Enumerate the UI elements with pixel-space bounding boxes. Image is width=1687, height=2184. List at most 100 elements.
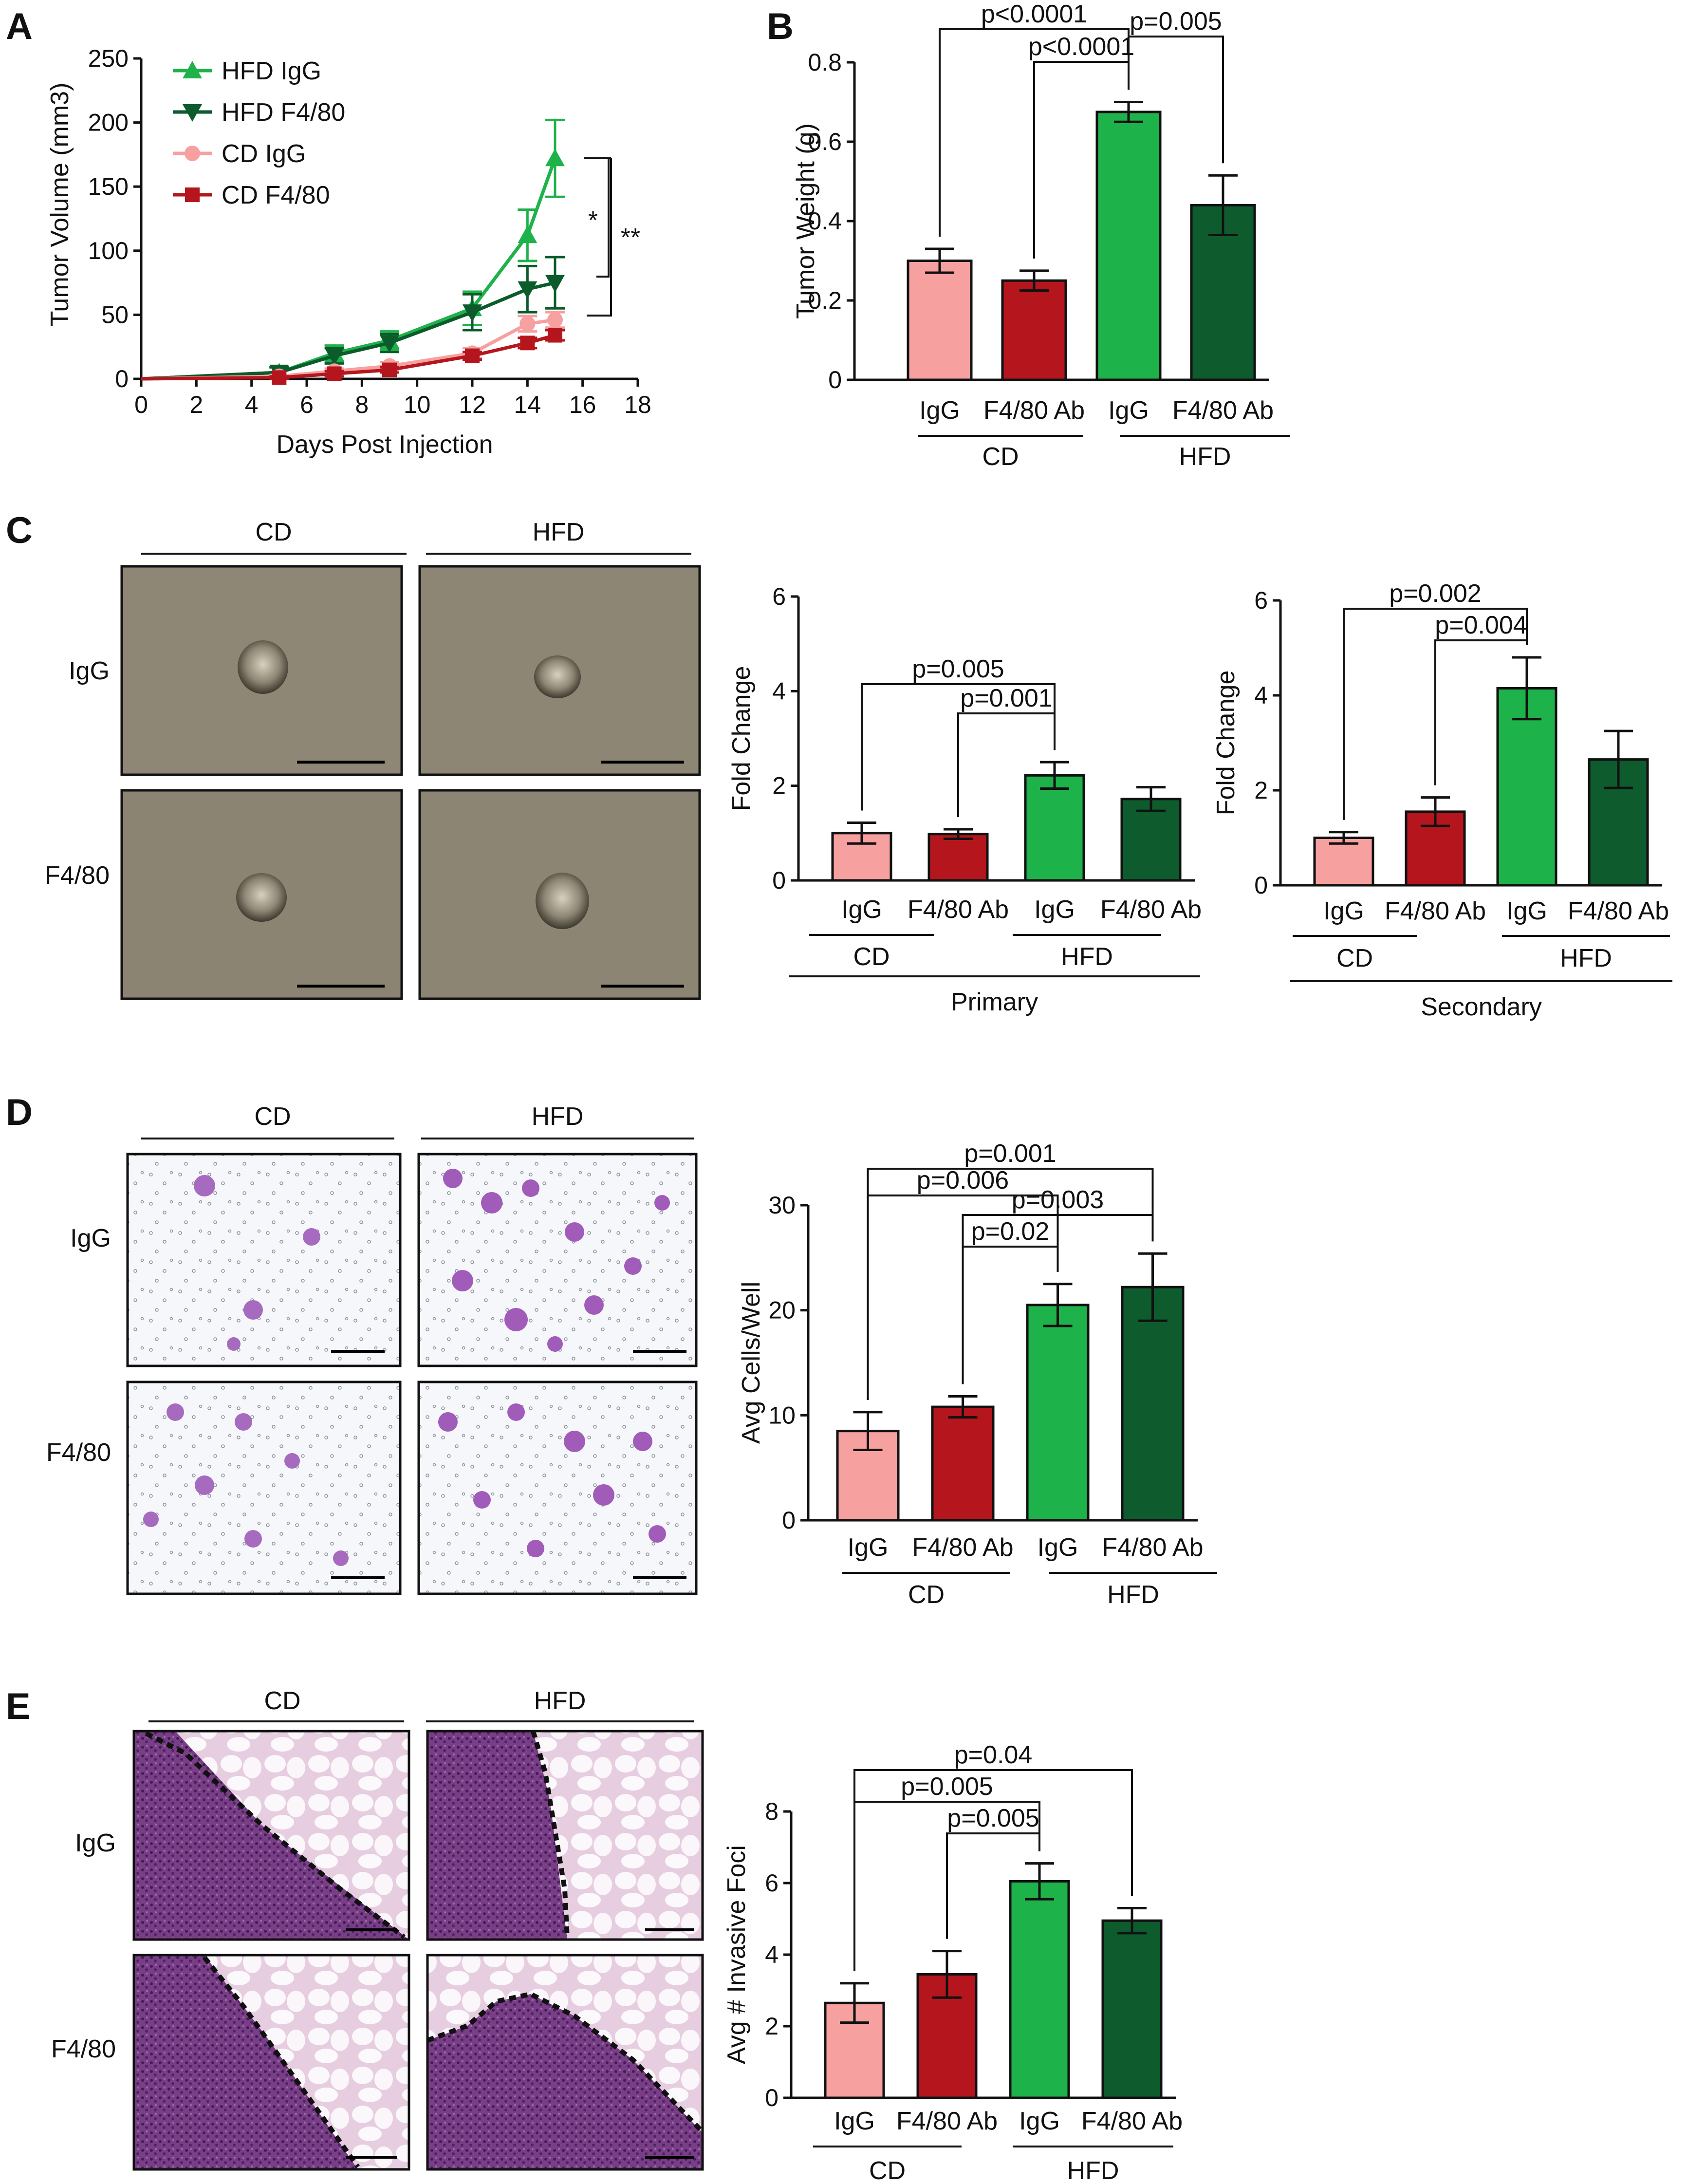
p-value-label: p=0.004 xyxy=(1435,611,1527,639)
marker-circle xyxy=(519,316,536,332)
p-value-label: p=0.006 xyxy=(917,1166,1009,1195)
column-header-hfd: HFD xyxy=(533,518,585,546)
spheroid xyxy=(534,655,581,698)
panel-c-micrographs: CD HFD IgG F4/80 xyxy=(45,518,701,1000)
significance-bracket xyxy=(1434,639,1528,785)
significance-bracket xyxy=(867,1168,1154,1400)
bar xyxy=(1121,1286,1185,1522)
bar xyxy=(1026,1304,1090,1522)
column-header-cd: CD xyxy=(264,1687,300,1715)
p-value-label: p=0.005 xyxy=(912,655,1004,683)
bar xyxy=(927,833,989,882)
legend-label: CD IgG xyxy=(222,140,306,168)
category-label: IgG xyxy=(1038,1533,1078,1562)
micrograph-cd-igg xyxy=(126,1153,402,1367)
marker-circle xyxy=(185,146,200,161)
y-tick-label: 4 xyxy=(772,677,786,705)
y-tick-label: 0.6 xyxy=(808,128,842,155)
spheroid xyxy=(236,873,287,922)
significance-bracket xyxy=(946,1832,1040,1939)
marker-square xyxy=(272,370,287,385)
marker-triangle-down xyxy=(324,348,344,366)
group-label: HFD xyxy=(1067,2157,1119,2184)
y-tick-label: 0.8 xyxy=(808,49,842,76)
p-value-label: p=0.003 xyxy=(1012,1186,1104,1214)
group-label: CD xyxy=(1336,944,1373,972)
y-tick-label: 200 xyxy=(88,109,129,136)
series-line xyxy=(141,158,557,381)
marker-triangle-down xyxy=(183,104,202,122)
bar xyxy=(1496,687,1557,887)
group-label: HFD xyxy=(1107,1581,1159,1609)
panel-d-micrographs: CD HFD IgG F4/80 xyxy=(46,1102,698,1595)
y-tick-label: 0 xyxy=(115,365,129,392)
legend-label: CD F4/80 xyxy=(222,181,330,209)
migrated-cells xyxy=(194,1175,320,1351)
category-label: IgG xyxy=(1019,2107,1060,2135)
marker-triangle-down xyxy=(463,304,482,322)
significance-bracket xyxy=(587,158,612,317)
row-label-f480: F4/80 xyxy=(46,1438,111,1467)
y-tick-label: 10 xyxy=(768,1401,796,1429)
x-tick-label: 18 xyxy=(624,391,651,418)
y-tick-label: 0.4 xyxy=(808,207,842,235)
category-label: F4/80 Ab xyxy=(1172,396,1274,425)
category-label: F4/80 Ab xyxy=(983,396,1085,425)
category-label: IgG xyxy=(1034,896,1075,924)
p-value-label: p=0.001 xyxy=(960,684,1052,712)
category-label: IgG xyxy=(848,1533,889,1562)
marker-square xyxy=(548,328,562,343)
category-label: IgG xyxy=(1506,897,1547,925)
y-axis-label: Tumor Weight (g) xyxy=(792,123,820,319)
bar xyxy=(931,1405,995,1522)
y-tick-label: 150 xyxy=(88,173,129,200)
significance-label: * xyxy=(588,206,598,235)
y-tick-label: 0 xyxy=(1254,872,1268,899)
x-axis-label: Secondary xyxy=(1421,993,1542,1021)
secondary-fold-change-bar-chart: 0 2 4 6 Fold Change IgG F4/80 Ab IgG F4/80 Ab CD H… xyxy=(1212,579,1672,1021)
micrograph-hfd-igg xyxy=(426,1730,704,1941)
x-tick-label: 2 xyxy=(189,391,203,418)
row-label-igg: IgG xyxy=(75,1829,116,1857)
p-value-label: p<0.0001 xyxy=(981,0,1087,28)
p-value-label: p=0.02 xyxy=(971,1217,1050,1246)
y-tick-label: 6 xyxy=(765,1869,779,1897)
group-label: CD xyxy=(908,1581,945,1609)
series-line xyxy=(141,281,556,381)
category-label: F4/80 Ab xyxy=(1568,897,1669,925)
y-axis-label: Fold Change xyxy=(1212,671,1240,816)
y-tick-label: 4 xyxy=(765,1941,779,1968)
legend-label: HFD F4/80 xyxy=(222,98,345,127)
row-label-f480: F4/80 xyxy=(51,2035,116,2063)
marker-square xyxy=(520,336,535,351)
marker-triangle-up xyxy=(183,61,202,78)
y-tick-label: 20 xyxy=(768,1297,796,1324)
spheroid xyxy=(238,640,288,694)
row-label-igg: IgG xyxy=(70,1224,111,1252)
y-tick-label: 8 xyxy=(765,1798,779,1825)
panel-letter-c: C xyxy=(6,510,33,551)
category-label: F4/80 Ab xyxy=(1081,2107,1183,2135)
bar xyxy=(1101,1919,1163,2099)
group-label: CD xyxy=(869,2157,906,2184)
bar xyxy=(1009,1880,1070,2099)
p-value-label: p=0.001 xyxy=(964,1139,1056,1168)
category-label: IgG xyxy=(834,2107,875,2135)
y-tick-label: 2 xyxy=(1254,777,1268,804)
x-tick-label: 4 xyxy=(245,391,259,418)
significance-label: ** xyxy=(621,224,640,252)
p-value-label: p=0.005 xyxy=(901,1773,993,1801)
y-axis-label: Avg # Invasive Foci xyxy=(723,1845,751,2064)
cells-per-well-bar-chart: 0 10 20 30 Avg Cells/Well IgG F4/80 Ab IgG F4/80… xyxy=(737,1139,1217,1609)
y-tick-label: 0 xyxy=(765,2084,779,2111)
migrated-cells xyxy=(438,1403,666,1557)
p-value-label: p=0.04 xyxy=(954,1741,1033,1769)
x-axis-label: Days Post Injection xyxy=(276,430,493,459)
group-label: CD xyxy=(982,443,1019,471)
significance-bracket xyxy=(853,1769,1133,1971)
migrated-cells xyxy=(143,1403,349,1566)
category-label: F4/80 Ab xyxy=(896,2107,998,2135)
marker-circle xyxy=(547,312,563,328)
panel-letter-e: E xyxy=(6,1686,31,1727)
